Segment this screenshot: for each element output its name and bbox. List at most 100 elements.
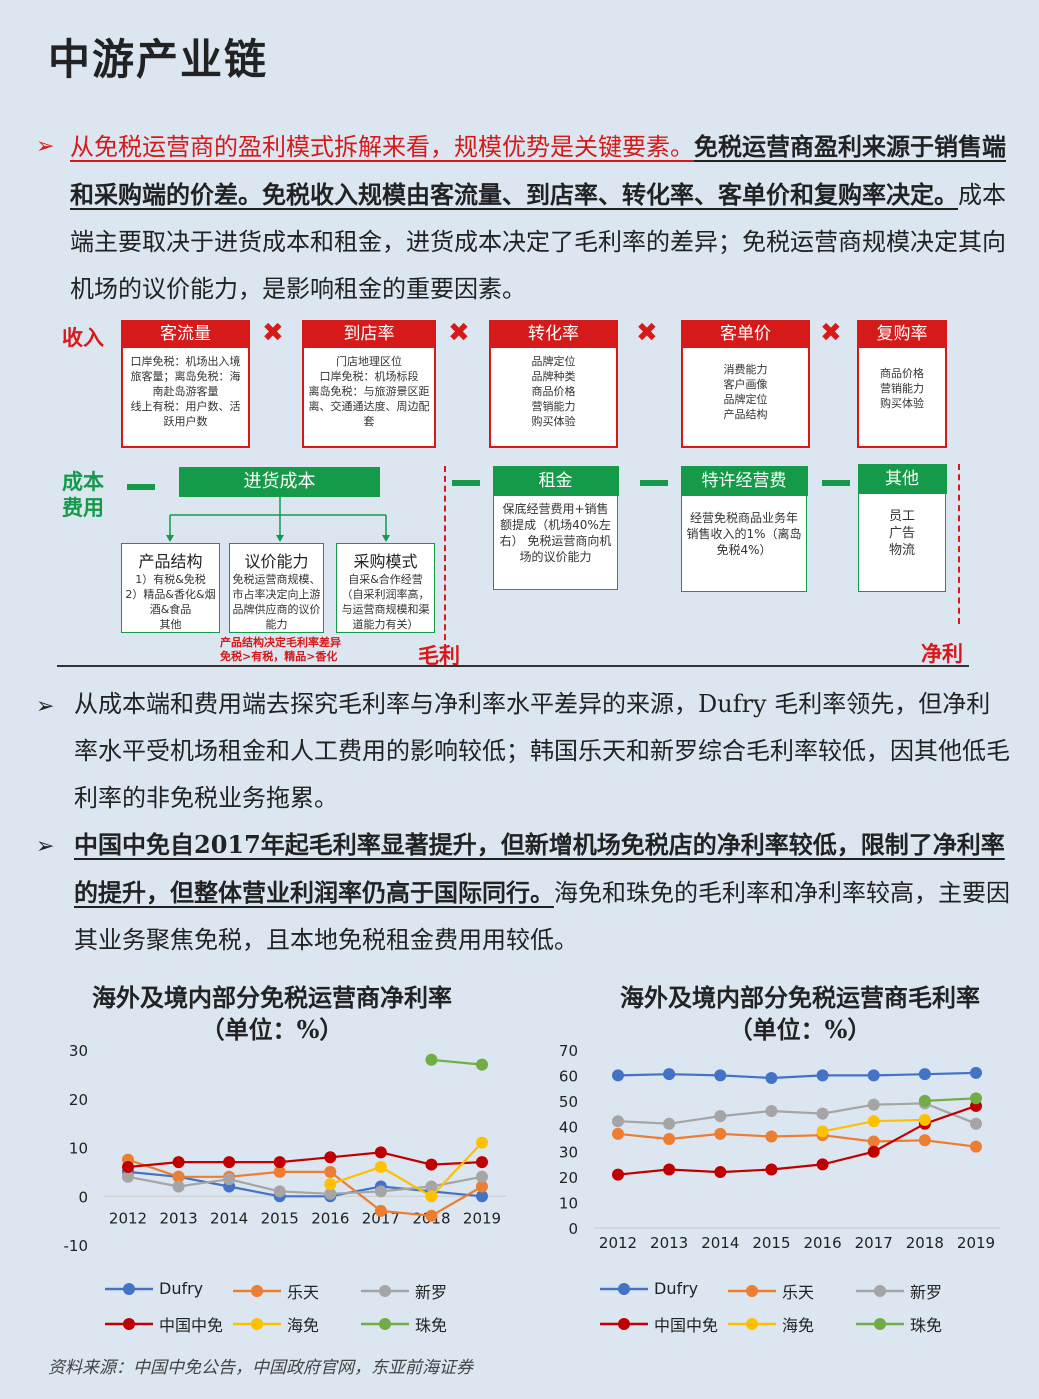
- chart-net-title: 海外及境内部分免税运营商净利率 （单位：%）: [48, 982, 496, 1046]
- p3-bold-text: 中国中免自2017年起毛利率显著提升，但新增机场免税店的净利率较低，限制了净利率…: [74, 830, 1005, 907]
- data-point: [273, 1165, 286, 1178]
- cost-label: 成本费用: [62, 470, 104, 520]
- series-line: [617, 1102, 977, 1125]
- sub-box-head: 产品结构: [138, 552, 203, 571]
- source-note: 资料来源：中国中免公告，中国政府官网，东亚前海证券: [48, 1358, 473, 1378]
- y-tick-label: 0: [568, 1220, 578, 1238]
- sub-box-head: 议价能力: [244, 552, 309, 571]
- data-point: [172, 1170, 185, 1183]
- x-tick-label: 2018: [906, 1234, 944, 1252]
- paragraph-3: ➢ 中国中免自2017年起毛利率显著提升，但新增机场免税店的净利率较低，限制了净…: [36, 821, 1011, 964]
- x-tick-label: 2015: [752, 1234, 790, 1252]
- series-line: [617, 1071, 977, 1080]
- legend-item: 海免: [728, 1312, 814, 1336]
- y-tick-label: 10: [69, 1140, 88, 1158]
- multiply-icon: ✖: [636, 318, 658, 348]
- series-line: [617, 1104, 977, 1176]
- data-point: [765, 1071, 778, 1084]
- data-point: [816, 1107, 829, 1120]
- legend-item: Dufry: [600, 1279, 698, 1298]
- data-point: [273, 1185, 286, 1198]
- data-point: [612, 1069, 624, 1082]
- legend-label: 乐天: [782, 1283, 815, 1302]
- green-box-body: 保底经营费用+销售额提成（机场40%左右） 免税运营商向机场的议价能力: [499, 501, 612, 564]
- legend-label: 新罗: [415, 1283, 448, 1302]
- legend-swatch-icon: [728, 1318, 776, 1330]
- data-point: [867, 1098, 880, 1111]
- minus-icon: [822, 480, 850, 486]
- data-point: [970, 1092, 982, 1105]
- data-point: [374, 1204, 387, 1217]
- x-tick-label: 2012: [599, 1234, 637, 1252]
- data-point: [122, 1170, 134, 1183]
- sub-box-body: 自采&合作经营 （自采利润率高，与运营商规模和渠道能力有关）: [341, 573, 430, 631]
- legend-label: 新罗: [910, 1283, 943, 1302]
- revenue-box-body: 商品价格 营销能力 购买体验: [880, 367, 924, 410]
- y-tick-label: 50: [559, 1093, 578, 1111]
- data-point: [918, 1134, 931, 1147]
- data-point: [425, 1158, 438, 1171]
- data-point: [425, 1190, 438, 1203]
- data-point: [122, 1161, 134, 1173]
- data-point: [324, 1151, 337, 1164]
- minus-icon: [127, 484, 155, 490]
- series-line: [127, 1175, 483, 1195]
- x-tick-label: 2016: [803, 1234, 841, 1252]
- y-tick-label: 20: [69, 1091, 88, 1109]
- legend-swatch-icon: [856, 1318, 904, 1330]
- y-tick-label: 70: [559, 1042, 578, 1060]
- legend-swatch-icon: [600, 1318, 648, 1330]
- data-point: [765, 1105, 778, 1118]
- data-point: [612, 1115, 624, 1128]
- revenue-box-body: 品牌定位 品牌种类 商品价格 营销能力 购买体验: [531, 355, 576, 428]
- legend-label: Dufry: [654, 1279, 699, 1298]
- p3-rest-text: 海免和珠免的毛利率和净利率较高，主要因其业务聚焦免税，且本地免税租金费用用较低。: [74, 879, 1010, 954]
- data-point: [714, 1166, 727, 1179]
- data-point: [816, 1158, 829, 1171]
- data-point: [867, 1069, 880, 1082]
- green-box-other: 其他 员工 广告 物流: [857, 463, 947, 592]
- data-point: [663, 1163, 676, 1176]
- y-tick-label: 10: [559, 1195, 578, 1213]
- x-tick-label: 2013: [159, 1209, 197, 1227]
- net-profit-label: 净利: [921, 642, 963, 666]
- x-tick-label: 2014: [210, 1209, 248, 1227]
- legend-swatch-icon: [361, 1318, 409, 1330]
- gross-profit-label: 毛利: [418, 644, 460, 668]
- diagram-baseline: [57, 665, 969, 667]
- green-box-franchise: 特许经营费 经营免税商品业务年销售收入的1%（离岛免税4%）: [680, 465, 808, 592]
- sub-box-procurement: 采购模式 自采&合作经营 （自采利润率高，与运营商规模和渠道能力有关）: [336, 543, 435, 633]
- data-point: [476, 1136, 488, 1149]
- gross-divider: [444, 466, 446, 650]
- legend-swatch-icon: [600, 1282, 648, 1295]
- data-point: [765, 1130, 778, 1143]
- data-point: [663, 1133, 676, 1145]
- sub-box-body: 1）有税&免税 2）精品&香化&烟酒&食品 其他: [125, 573, 216, 631]
- sub-box-body: 免税运营商规模、市占率决定向上游品牌供应商的议价能力: [232, 573, 321, 631]
- x-tick-label: 2014: [701, 1234, 739, 1252]
- data-point: [476, 1190, 488, 1203]
- minus-icon: [640, 480, 668, 486]
- legend-label: 乐天: [287, 1283, 320, 1302]
- gross-margin-chart: 70 60 50 40 30 20 10 0 2012 2013 2014 2015 2016 2017 2…: [559, 1042, 1000, 1252]
- series-line: [127, 1151, 483, 1169]
- page-title: 中游产业链: [48, 35, 269, 84]
- y-tick-label: 20: [559, 1169, 578, 1187]
- y-tick-label: 40: [559, 1118, 578, 1136]
- p1-bold-text: 免税运营商盈利来源于销售端和采购端的价差。免税收入规模由客流量、到店率、转化率、…: [70, 132, 1006, 209]
- green-box-body: 经营免税商品业务年销售收入的1%（离岛免税4%）: [686, 510, 802, 557]
- data-point: [918, 1094, 931, 1107]
- p2-text: 从成本端和费用端去探究毛利率与净利率水平差异的来源，Dufry 毛利率领先，但净…: [74, 690, 1010, 812]
- legend-item: 珠免: [361, 1312, 447, 1336]
- chart-subtitle-text: （单位：%）: [728, 1015, 872, 1044]
- arrow-bullet-icon: ➢: [36, 694, 55, 719]
- data-point: [816, 1069, 829, 1082]
- x-tick-label: 2019: [957, 1234, 995, 1252]
- revenue-box-traffic: 客流量 口岸免税：机场出入境旅客量；离岛免税：海南赴岛游客量 线上有税：用户数、…: [121, 320, 250, 448]
- y-tick-label: 30: [69, 1042, 88, 1060]
- revenue-box-ticket: 客单价 消费能力 客户画像 品牌定位 产品结构: [681, 320, 810, 448]
- data-point: [223, 1173, 236, 1186]
- legend-item: 海免: [233, 1312, 319, 1336]
- legend-label: 珠免: [910, 1316, 943, 1335]
- x-tick-label: 2016: [311, 1209, 349, 1227]
